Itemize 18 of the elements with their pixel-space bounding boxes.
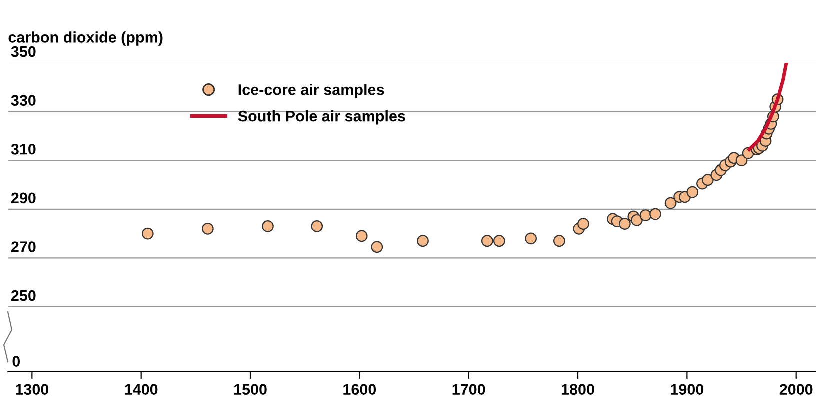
- x-tick-label: 1400: [125, 384, 158, 396]
- y-tick-label: 270: [11, 242, 36, 252]
- legend-label: Ice-core air samples: [238, 84, 384, 98]
- x-tick-label: 1300: [16, 384, 49, 396]
- x-tick-label: 1900: [671, 384, 704, 396]
- x-tick-label: 2000: [780, 384, 813, 396]
- x-tick-label: 1600: [344, 384, 376, 396]
- y-tick-label: 250: [11, 290, 36, 302]
- y-tick-label: 310: [11, 144, 36, 155]
- x-tick-label: 1800: [562, 384, 594, 396]
- y-axis-title: carbon dioxide (ppm): [8, 32, 163, 46]
- text: 0: [12, 356, 20, 367]
- y-tick-label: 290: [11, 192, 36, 204]
- x-tick-label: 1700: [452, 384, 486, 396]
- y-tick-label: 330: [11, 95, 36, 106]
- y-tick-label: 350: [11, 46, 36, 58]
- legend-label: South Pole air samples: [238, 110, 406, 125]
- x-tick-label: 1500: [234, 384, 267, 396]
